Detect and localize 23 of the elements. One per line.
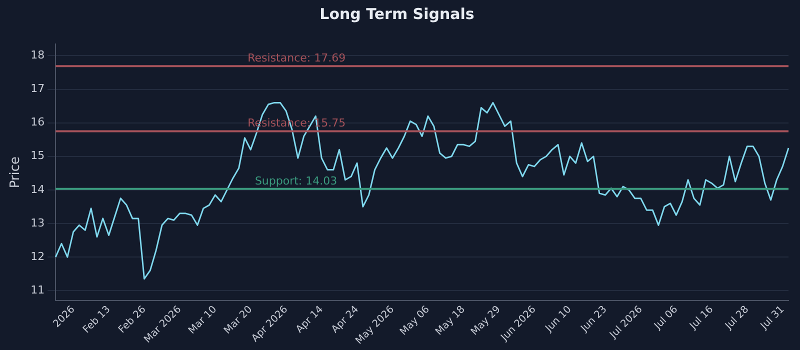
- chart-title: Long Term Signals: [320, 4, 474, 23]
- x-tick-label: Feb 13: [81, 304, 113, 336]
- x-tick-label: Jun 23: [578, 304, 610, 335]
- y-tick-label: 13: [30, 216, 45, 230]
- x-tick-label: Apr 14: [294, 304, 326, 336]
- y-tick-label: 14: [30, 182, 45, 196]
- y-tick-label: 16: [30, 116, 45, 129]
- y-tick-label: 18: [30, 48, 45, 62]
- ref-line-label: Resistance: 17.69: [248, 52, 346, 64]
- x-tick-label: Jul 31: [758, 304, 787, 332]
- x-tick-label: Jul 06: [652, 304, 680, 332]
- y-tick-label: 15: [30, 149, 45, 162]
- y-axis-title: Price: [8, 156, 24, 188]
- x-tick-label: Feb 26: [116, 304, 148, 336]
- x-tick-label: Mar 10: [186, 304, 220, 336]
- y-tick-label: 11: [30, 283, 45, 296]
- y-tick-label: 12: [30, 250, 45, 263]
- x-tick-label: Apr 24: [330, 304, 361, 336]
- x-tick-label: Jun 10: [542, 304, 574, 335]
- x-tick-label: Jul 28: [722, 304, 752, 332]
- x-tick-label: Jul 16: [687, 304, 716, 332]
- ref-line-label: Support: 14.03: [254, 174, 338, 188]
- y-tick-label: 17: [30, 82, 45, 96]
